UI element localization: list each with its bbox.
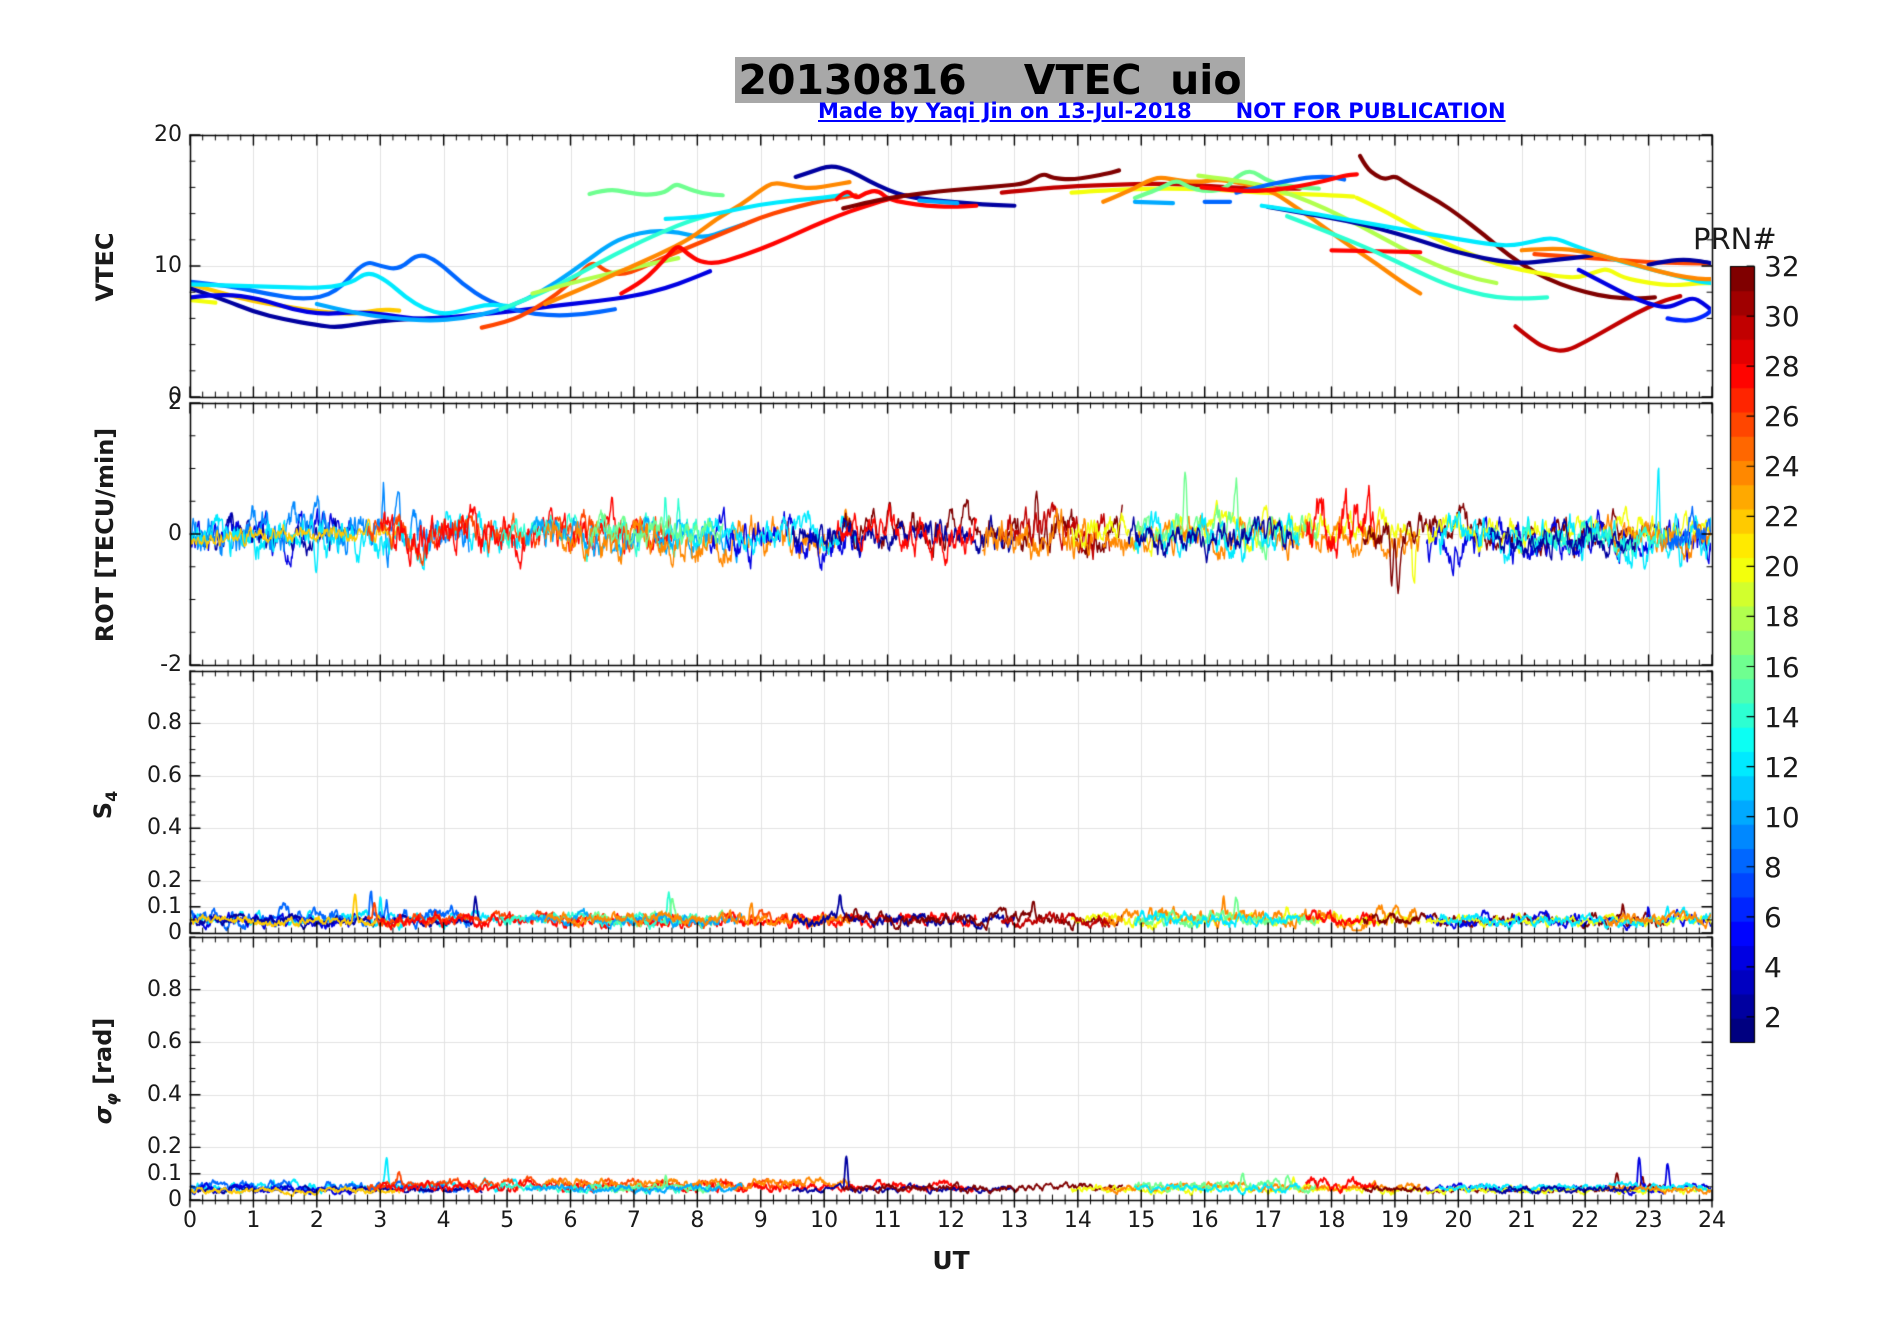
colorbar-title: PRN# bbox=[1693, 222, 1777, 256]
colorbar-tick-label: 20 bbox=[1764, 550, 1800, 584]
colorbar-tick-label: 22 bbox=[1764, 500, 1800, 534]
colorbar-tick-label: 4 bbox=[1764, 950, 1782, 984]
annotation-note: Made by Yaqi Jin on 13-Jul-2018 NOT FOR … bbox=[818, 99, 1506, 123]
colorbar-tick-label: 30 bbox=[1764, 300, 1800, 334]
colorbar-tick-label: 8 bbox=[1764, 850, 1782, 884]
x-tick-label: 4 bbox=[436, 1208, 451, 1233]
y-tick-label: 0 bbox=[168, 521, 182, 546]
x-tick-label: 18 bbox=[1317, 1208, 1346, 1233]
x-tick-label: 15 bbox=[1127, 1208, 1156, 1233]
x-tick-label: 12 bbox=[937, 1208, 965, 1233]
x-tick-label: 1 bbox=[246, 1208, 261, 1233]
y-tick-label: 0 bbox=[168, 384, 182, 409]
colorbar-tick-label: 24 bbox=[1764, 450, 1800, 484]
y-tick-label: 0.1 bbox=[147, 893, 182, 919]
y-tick-label: 0.4 bbox=[147, 815, 182, 841]
y-tick-label: 0.1 bbox=[147, 1160, 182, 1186]
y-tick-label: 0 bbox=[168, 920, 182, 945]
x-tick-label: 3 bbox=[373, 1208, 388, 1233]
y-tick-label: 0.2 bbox=[147, 867, 182, 893]
x-tick-label: 8 bbox=[690, 1208, 705, 1233]
x-tick-label: 10 bbox=[810, 1208, 839, 1233]
x-tick-label: 24 bbox=[1698, 1208, 1726, 1233]
y-tick-label: 20 bbox=[154, 122, 182, 147]
colorbar-tick-label: 28 bbox=[1764, 350, 1800, 384]
colorbar-tick-label: 14 bbox=[1764, 700, 1800, 734]
x-tick-label: 9 bbox=[753, 1208, 768, 1233]
y-tick-label: 2 bbox=[168, 390, 182, 415]
y-tick-label: 0.8 bbox=[147, 976, 182, 1002]
colorbar-tick-label: 6 bbox=[1764, 900, 1782, 934]
xlabel-ut: UT bbox=[932, 1246, 970, 1275]
colorbar-tick-label: 10 bbox=[1764, 800, 1800, 834]
y-tick-label: 10 bbox=[154, 253, 182, 278]
x-tick-label: 16 bbox=[1190, 1208, 1219, 1233]
y-tick-label: 0.4 bbox=[147, 1081, 182, 1107]
x-tick-label: 11 bbox=[873, 1208, 902, 1233]
y-tick-label: 0.2 bbox=[147, 1134, 182, 1160]
x-tick-label: 13 bbox=[1000, 1208, 1029, 1233]
y-tick-label: 0.8 bbox=[147, 710, 182, 736]
x-tick-label: 22 bbox=[1571, 1208, 1600, 1233]
x-tick-label: 7 bbox=[626, 1208, 641, 1233]
figure-title: 20130816 VTEC uio bbox=[738, 56, 1242, 104]
x-tick-label: 19 bbox=[1380, 1208, 1409, 1233]
x-tick-label: 6 bbox=[563, 1208, 578, 1233]
x-tick-label: 5 bbox=[500, 1208, 515, 1233]
y-tick-label: -2 bbox=[160, 652, 182, 677]
y-tick-label: 0.6 bbox=[147, 1029, 182, 1055]
title-box: 20130816 VTEC uio bbox=[735, 56, 1245, 104]
x-tick-label: 14 bbox=[1063, 1208, 1092, 1233]
colorbar-tick-label: 26 bbox=[1764, 400, 1800, 434]
x-tick-label: 21 bbox=[1507, 1208, 1536, 1233]
x-tick-label: 20 bbox=[1444, 1208, 1473, 1233]
y-tick-label: 0 bbox=[168, 1187, 182, 1212]
colorbar-tick-label: 16 bbox=[1764, 650, 1800, 684]
x-tick-label: 17 bbox=[1254, 1208, 1283, 1233]
y-tick-label: 0.6 bbox=[147, 762, 182, 788]
x-tick-label: 23 bbox=[1634, 1208, 1663, 1233]
colorbar-tick-label: 32 bbox=[1764, 250, 1800, 283]
x-tick-label: 0 bbox=[183, 1208, 197, 1233]
x-tick-label: 2 bbox=[309, 1208, 324, 1233]
colorbar-tick-label: 12 bbox=[1764, 750, 1800, 784]
colorbar-tick-label: 2 bbox=[1764, 1000, 1782, 1034]
colorbar-tick-label: 18 bbox=[1764, 600, 1800, 634]
